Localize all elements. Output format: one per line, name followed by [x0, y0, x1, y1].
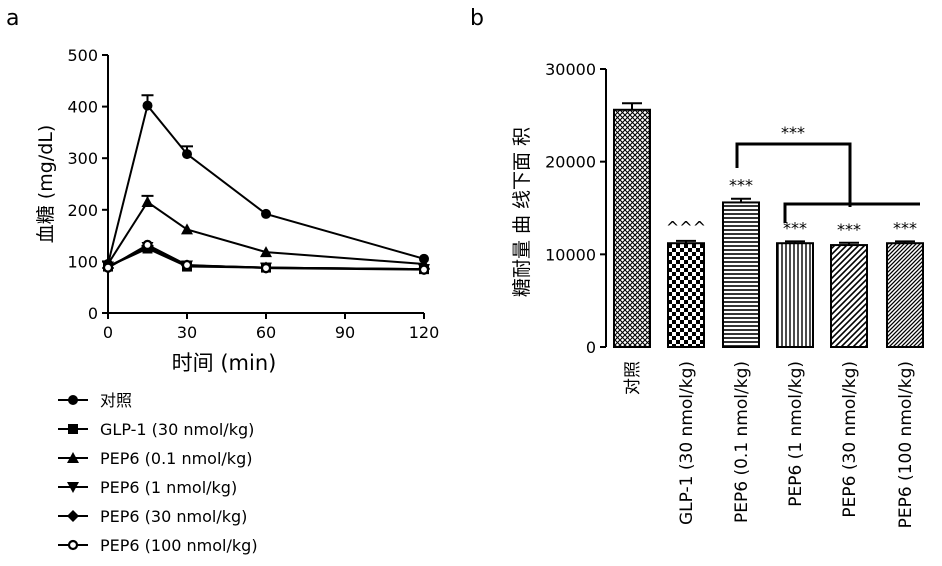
x-tick-label-a: 60 [256, 323, 276, 342]
data-point-s5 [262, 264, 270, 272]
bar-annotation-2: *** [729, 176, 753, 195]
legend-marker-5 [69, 541, 77, 549]
legend-label-5: PEP6 (100 nmol/kg) [100, 536, 258, 555]
y-tick-label-b: 20000 [545, 153, 596, 172]
bar-annotation-3: *** [783, 218, 807, 237]
data-point-s5 [104, 264, 112, 272]
data-point-s0 [143, 101, 153, 111]
legend-marker-1 [68, 424, 78, 434]
x-tick-label-a: 120 [409, 323, 440, 342]
y-tick-label-b: 30000 [545, 60, 596, 79]
legend-label-3: PEP6 (1 nmol/kg) [100, 478, 237, 497]
y-tick-label-a: 400 [67, 98, 98, 117]
y-tick-label-b: 0 [586, 338, 596, 357]
bar-4 [831, 245, 867, 347]
data-point-s5 [144, 241, 152, 249]
y-axis-label-b: 糖耐量 曲 线下面 积 [511, 127, 533, 297]
y-tick-label-b: 10000 [545, 245, 596, 264]
bracket-label-upper: *** [781, 123, 805, 142]
bar-1 [668, 243, 704, 347]
series-line-0 [108, 106, 424, 264]
legend-marker-4 [67, 510, 79, 522]
data-point-s0 [182, 149, 192, 159]
y-tick-label-a: 200 [67, 201, 98, 220]
legend-label-0: 对照 [100, 391, 132, 410]
x-tick-label-b: PEP6 (1 nmol/kg) [786, 361, 806, 507]
bar-annotation-4: *** [837, 220, 861, 239]
legend-marker-0 [68, 395, 78, 405]
legend-label-2: PEP6 (0.1 nmol/kg) [100, 449, 252, 468]
bracket-upper [737, 144, 850, 207]
x-tick-label-a: 0 [103, 323, 113, 342]
y-axis-label-a: 血糖 (mg/dL) [35, 125, 57, 243]
x-tick-label-a: 90 [335, 323, 355, 342]
x-tick-label-b: GLP-1 (30 nmol/kg) [677, 361, 697, 525]
bar-annotation-1: ^^^ [666, 218, 706, 237]
bar-5 [887, 243, 923, 347]
legend-label-4: PEP6 (30 nmol/kg) [100, 507, 247, 526]
x-tick-label-b: PEP6 (100 nmol/kg) [896, 361, 916, 528]
y-tick-label-a: 100 [67, 252, 98, 271]
data-point-s5 [183, 261, 191, 269]
y-tick-label-a: 0 [88, 304, 98, 323]
bar-2 [723, 202, 759, 347]
data-point-s2 [142, 196, 154, 207]
x-tick-label-b: 对照 [623, 361, 643, 395]
x-tick-label-b: PEP6 (0.1 nmol/kg) [732, 361, 752, 523]
data-point-s5 [420, 266, 428, 274]
y-tick-label-a: 300 [67, 149, 98, 168]
bar-3 [777, 243, 813, 347]
x-tick-label-b: PEP6 (30 nmol/kg) [840, 361, 860, 518]
bar-annotation-5: *** [893, 218, 917, 237]
x-tick-label-a: 30 [177, 323, 197, 342]
data-point-s2 [181, 223, 193, 234]
y-tick-label-a: 500 [67, 46, 98, 65]
bar-0 [614, 110, 650, 347]
x-axis-label-a: 时间 (min) [172, 351, 277, 375]
line-chart-glucose: 0 100 200 300 400 500 0 30 60 90 120 时间 (min) 血糖 (mg… [0, 0, 942, 566]
legend-label-1: GLP-1 (30 nmol/kg) [100, 420, 254, 439]
data-point-s0 [261, 209, 271, 219]
